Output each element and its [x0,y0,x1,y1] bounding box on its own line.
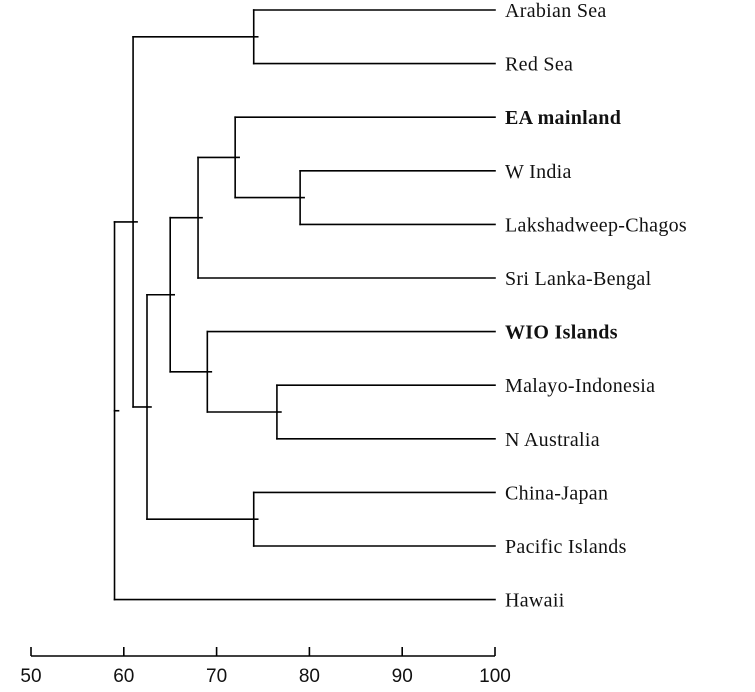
leaf-label: China-Japan [505,482,608,504]
merge-node-7 [252,491,496,547]
leaf-label: Hawaii [505,590,565,612]
x-tick-label: 80 [299,666,320,687]
merge-node-2 [234,116,496,199]
leaf-labels: Arabian Sea Red Sea EA mainland W India Laks… [505,0,687,612]
x-axis-ticks [30,647,496,656]
leaf-label: Malayo-Indonesia [505,375,655,397]
merge-node-8 [146,293,255,521]
leaf-label: WIO Islands [505,322,618,344]
dendrogram-branches [113,9,496,601]
leaf-label: N Australia [505,429,600,451]
x-tick-label: 50 [20,666,41,687]
x-axis: 50 60 70 80 90 100 [20,647,511,687]
x-tick-label: 70 [206,666,227,687]
x-tick-label: 60 [113,666,134,687]
merge-node-10 [113,221,496,601]
merge-node-1 [299,170,496,226]
x-tick-label: 90 [392,666,413,687]
leaf-label: Lakshadweep-Chagos [505,214,687,236]
merge-node-4 [276,384,496,440]
leaf-label: W India [505,161,572,183]
x-tick-label: 100 [479,666,511,687]
leaf-label: Sri Lanka-Bengal [505,268,652,290]
x-axis-tick-labels: 50 60 70 80 90 100 [20,666,510,687]
merge-node-9 [132,35,255,408]
leaf-label: Arabian Sea [505,0,607,22]
leaf-label: Pacific Islands [505,536,627,558]
merge-node-0 [252,9,496,65]
merge-node-6 [169,216,209,373]
leaf-label: EA mainland [505,107,621,129]
merge-node-3 [197,156,496,279]
leaf-label: Red Sea [505,54,573,76]
merge-node-5 [206,330,496,413]
